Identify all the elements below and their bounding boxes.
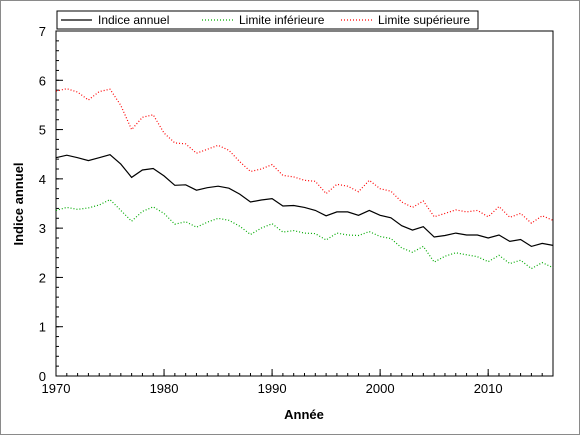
series-line-limite-superieure [55,88,554,224]
axis-ticks: 1970 1980 1990 2000 2010 0 1 2 3 4 5 6 7 [39,24,554,396]
legend-label-upper: Limite supérieure [378,13,470,27]
series-lines [55,88,554,270]
series-line-limite-inferieure [55,198,554,270]
y-tick-label: 1 [39,320,46,335]
x-axis-title: Année [284,407,324,422]
series-line-indice-annuel [55,154,554,248]
legend-label-indice: Indice annuel [98,13,169,27]
y-tick-label: 3 [39,221,46,236]
y-tick-label: 4 [39,172,46,187]
y-tick-label: 6 [39,73,46,88]
x-tick-label: 1970 [42,381,71,396]
y-tick-label: 0 [39,369,46,384]
y-axis-title: Indice annuel [11,162,26,245]
legend-label-lower: Limite inférieure [239,13,325,27]
legend-box [56,10,479,30]
x-tick-label: 1990 [258,381,287,396]
y-tick-label: 5 [39,123,46,138]
x-tick-label: 2000 [366,381,395,396]
y-tick-label: 7 [39,24,46,39]
y-tick-label: 2 [39,270,46,285]
x-tick-label: 2010 [474,381,503,396]
legend: Indice annuel Limite inférieure Limite s… [56,10,479,30]
x-tick-label: 1980 [150,381,179,396]
plot-area [55,30,554,377]
